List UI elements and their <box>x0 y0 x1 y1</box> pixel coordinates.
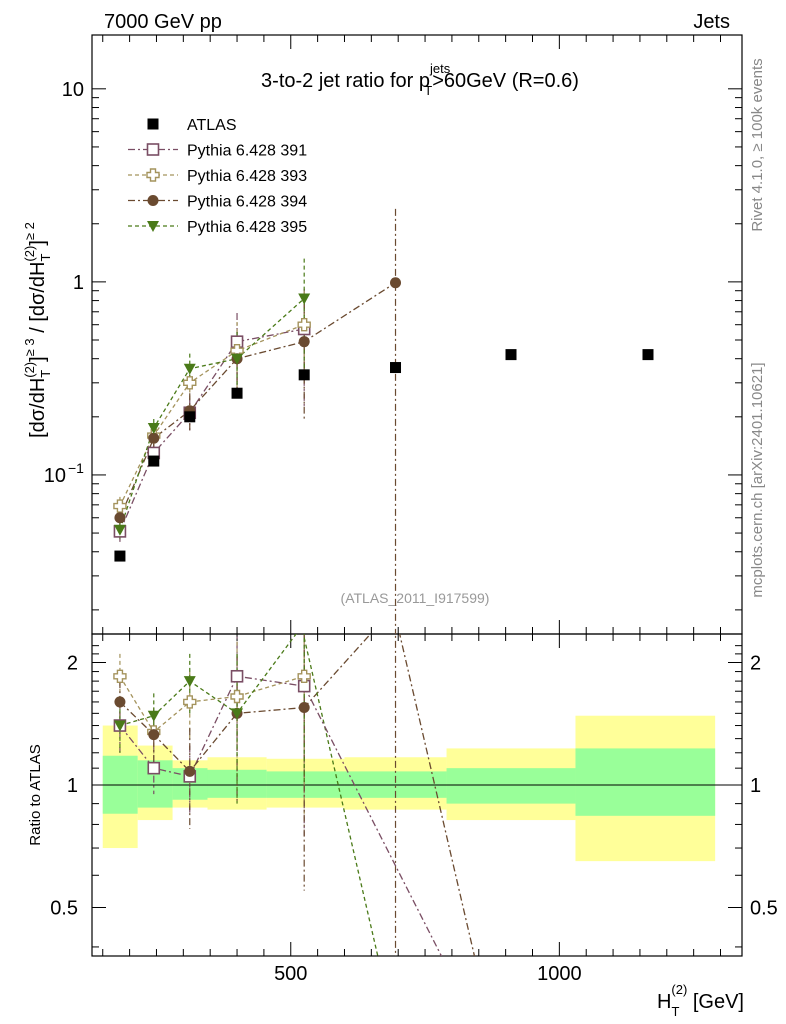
ratio-series-group <box>113 634 476 956</box>
ratio-marker <box>184 765 196 777</box>
ratio-marker <box>298 702 310 714</box>
ratio-marker <box>231 708 244 720</box>
x-axis-label: HT(2) [GeV] <box>657 982 744 1019</box>
legend-label: Pythia 6.428 394 <box>187 194 307 211</box>
series-marker <box>183 363 196 375</box>
ratio-y-axis-label: Ratio to ATLAS <box>27 744 44 845</box>
ratio-marker <box>148 729 160 741</box>
ratio-marker <box>230 689 244 704</box>
legend-label-atlas: ATLAS <box>187 117 237 134</box>
rivet-label: Rivet 4.1.0, ≥ 100k events <box>749 58 766 231</box>
chart-title: 3-to-2 jet ratio for pjets T>60GeV (R=0.6… <box>261 61 579 98</box>
ratio-marker <box>113 669 127 683</box>
y-tick-label: 10 <box>62 79 84 101</box>
series-marker <box>298 293 311 305</box>
header-right: Jets <box>693 11 730 33</box>
ratio-band-inner-6 <box>446 768 576 804</box>
ratio-marker <box>147 761 161 775</box>
ratio-y-tick-label: 1 <box>67 775 78 797</box>
legend-label: Pythia 6.428 391 <box>187 143 307 160</box>
series-marker <box>114 512 126 524</box>
x-tick-label: 500 <box>274 963 307 985</box>
series-marker <box>148 432 160 444</box>
atlas-data-point <box>505 349 517 361</box>
ratio-marker <box>183 676 196 688</box>
series-marker <box>113 499 127 513</box>
ratio-falloff-395 <box>303 637 379 956</box>
ratio-y-tick-label-right: 0.5 <box>750 897 778 919</box>
series-marker <box>147 423 160 435</box>
ratio-series-line <box>119 634 372 773</box>
y-tick-label-exponent: −1 <box>68 460 84 476</box>
series-marker <box>298 336 310 348</box>
ratio-y-tick-label-right: 1 <box>750 775 761 797</box>
ratio-falloff-391 <box>303 685 443 956</box>
series-marker <box>113 524 126 536</box>
ratio-band-inner-7 <box>575 748 716 816</box>
legend-marker <box>146 143 160 156</box>
mcplots-label: mcplots.cern.ch [arXiv:2401.10621] <box>749 362 766 597</box>
ratio-plot-frame <box>91 633 743 957</box>
legend-marker <box>147 195 159 206</box>
atlas-data-point <box>231 387 243 399</box>
series-line <box>119 324 305 507</box>
series-marker <box>297 318 311 332</box>
ratio-y-tick-label: 2 <box>67 653 78 675</box>
series-line <box>119 282 396 519</box>
ratio-marker <box>114 696 126 708</box>
legend-label: Pythia 6.428 393 <box>187 168 307 185</box>
ratio-y-tick-label: 0.5 <box>50 897 78 919</box>
ratio-marker <box>297 669 311 683</box>
ratio-marker <box>183 695 197 709</box>
legend-marker-atlas <box>147 118 159 130</box>
ratio-marker <box>147 710 160 722</box>
header-left: 7000 GeV pp <box>104 11 222 33</box>
atlas-data-point <box>114 550 126 562</box>
atlas-data-point <box>642 349 654 361</box>
legend-marker <box>146 168 160 182</box>
ratio-y-tick-label-right: 2 <box>750 653 761 675</box>
ratio-marker <box>230 669 244 683</box>
y-tick-label: 1 <box>73 272 84 294</box>
ratio-falloff-394 <box>398 634 476 956</box>
ratio-series-line <box>119 675 305 733</box>
main-series-group <box>113 208 654 634</box>
watermark: (ATLAS_2011_I917599) <box>341 590 490 606</box>
series-marker <box>183 376 197 390</box>
series-marker <box>231 353 244 365</box>
atlas-data-point <box>298 369 310 381</box>
y-axis-label: [dσ/dHT(2)]≥ 3 / [dσ/dHT(2)]≥ 2 <box>22 222 53 438</box>
series-line <box>119 328 305 532</box>
legend-marker <box>147 221 159 232</box>
atlas-data-point <box>184 411 196 423</box>
series-marker <box>390 277 402 289</box>
ratio-marker <box>113 720 126 732</box>
legend-label: Pythia 6.428 395 <box>187 219 307 236</box>
y-tick-label: 10 <box>44 465 66 487</box>
x-tick-label: 1000 <box>537 963 582 985</box>
atlas-data-point <box>148 455 160 467</box>
series-line <box>119 298 305 530</box>
atlas-data-point <box>390 362 402 374</box>
